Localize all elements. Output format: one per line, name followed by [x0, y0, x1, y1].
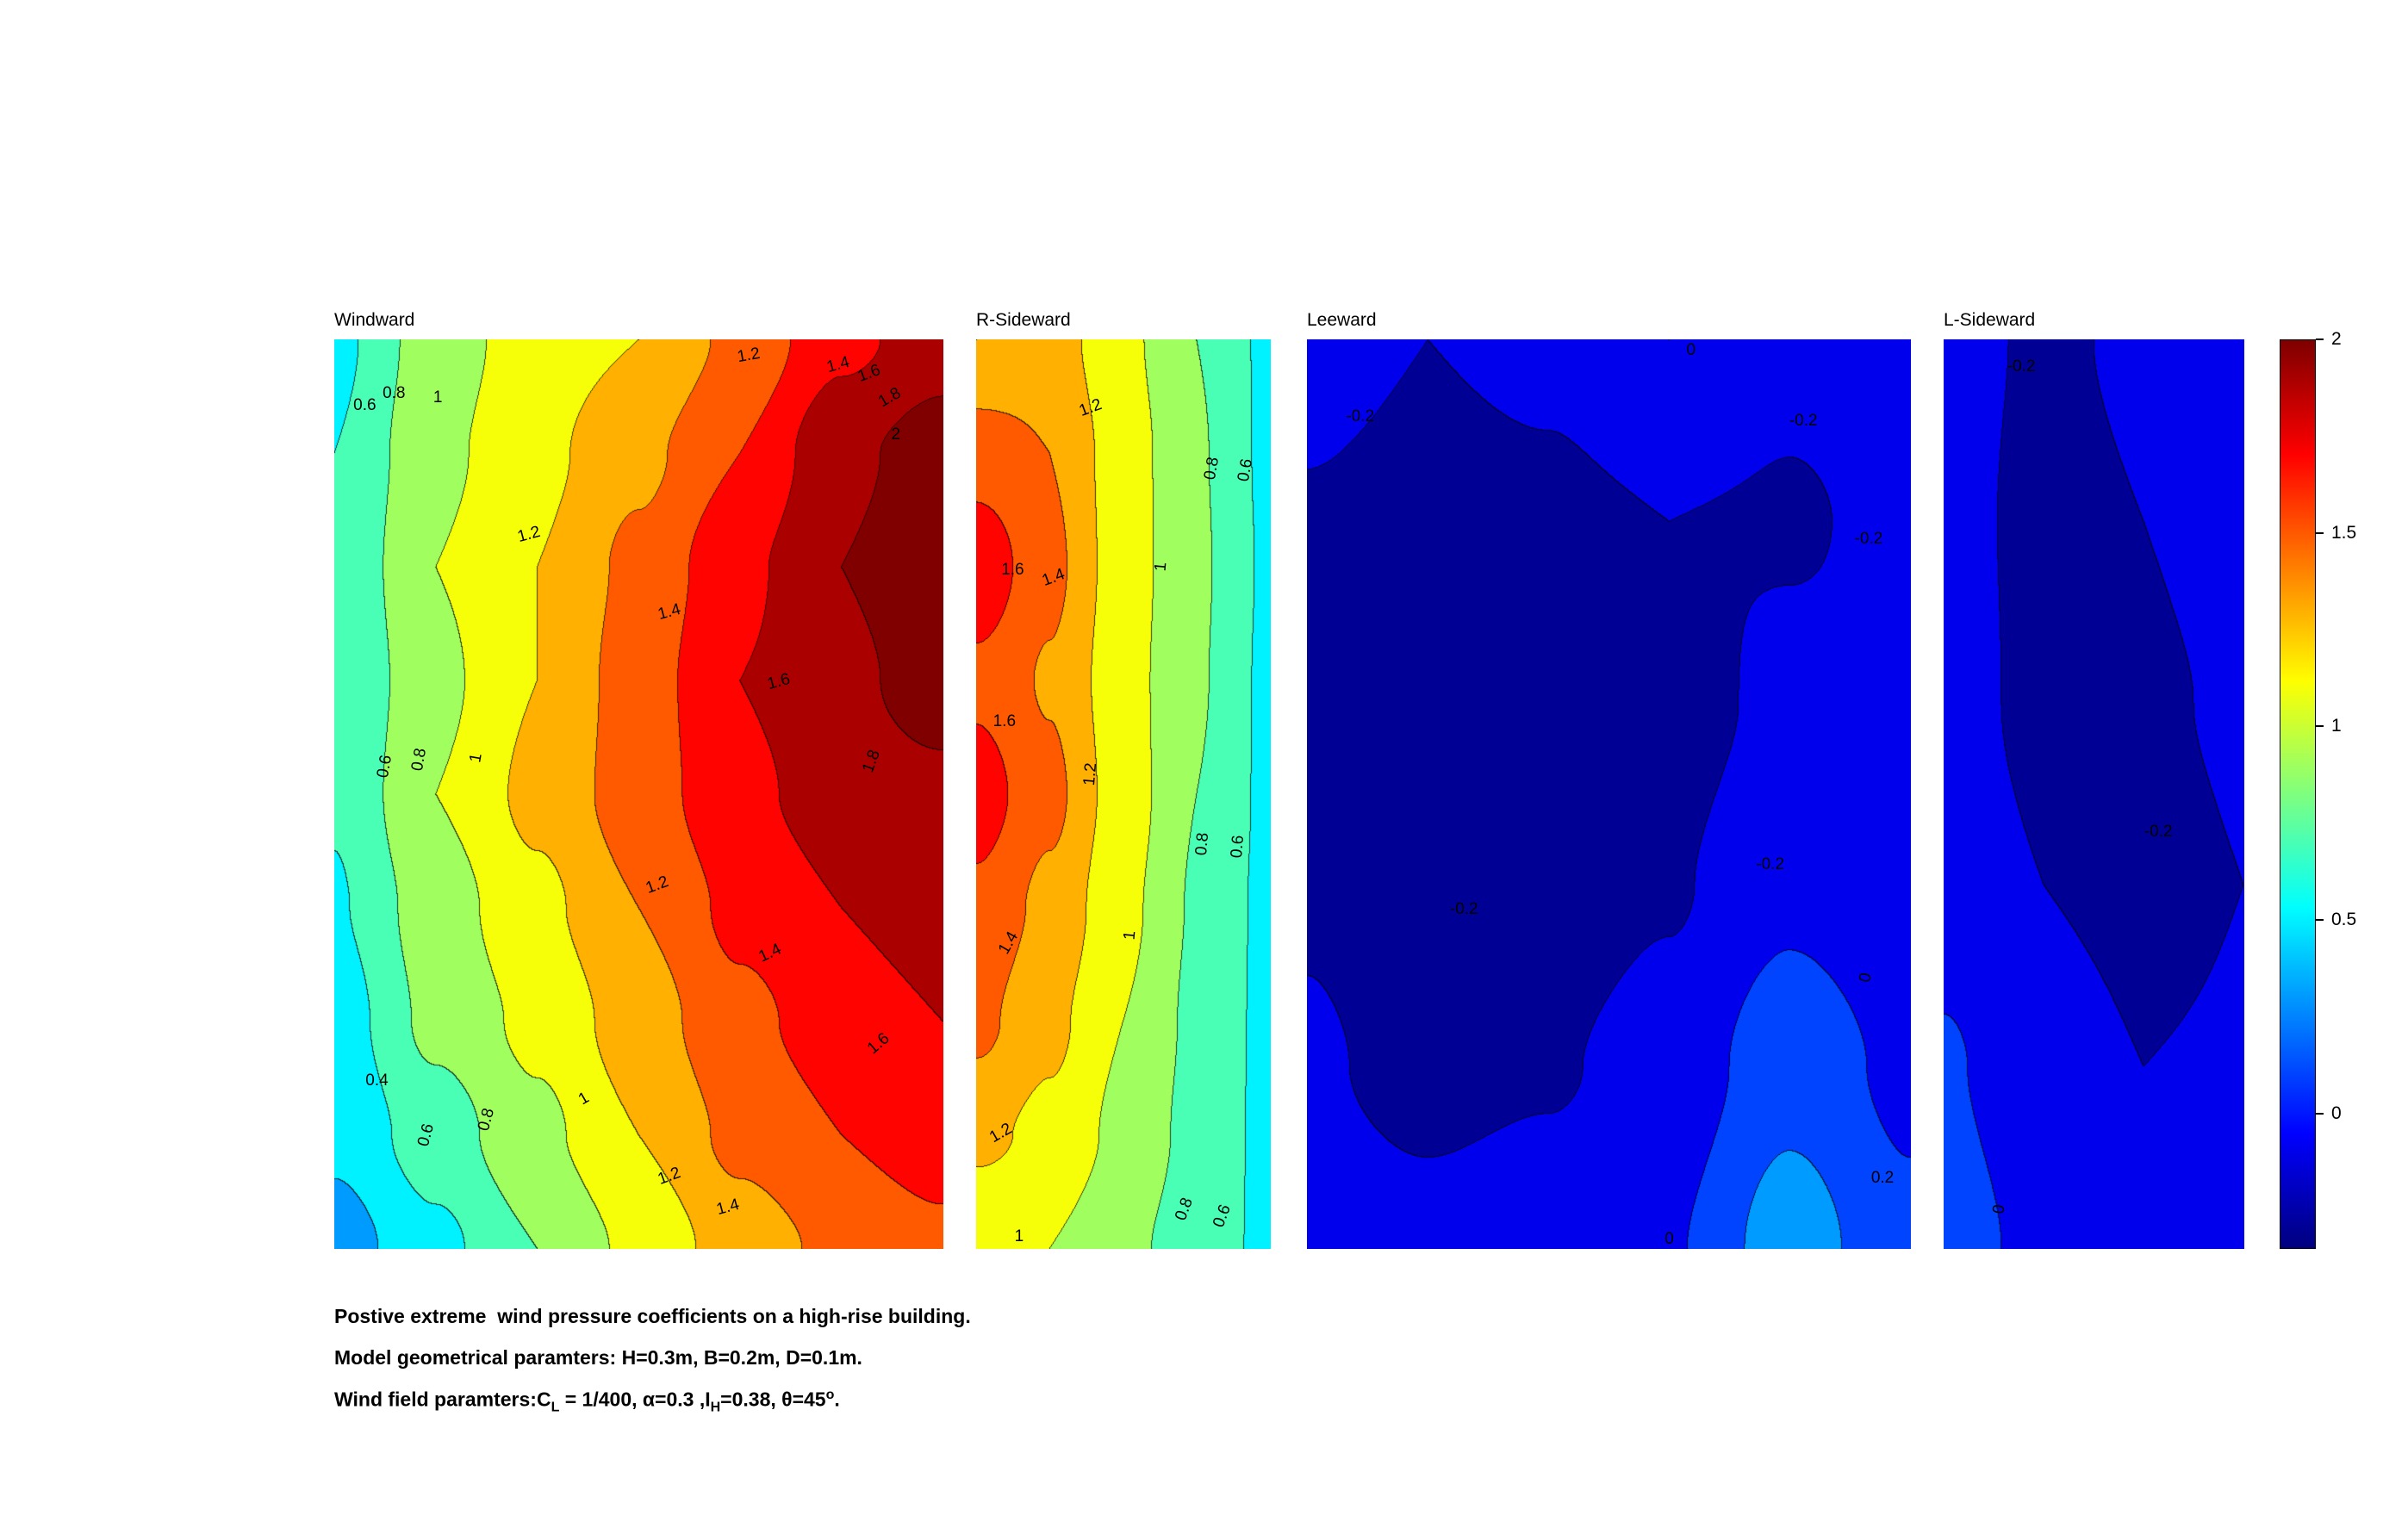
caption-line-3-end: . [834, 1388, 840, 1411]
contour-label: 2 [891, 425, 901, 444]
contour-label: 1 [1152, 561, 1171, 573]
colorbar-tick-mark [2316, 725, 2324, 728]
contour-label: 1.4 [995, 929, 1023, 958]
caption-line-3-mid1: = 1/400, α=0.3 ,I [559, 1388, 711, 1411]
contour-label: 1.4 [656, 599, 683, 624]
caption-line-3-mid2: =0.38, θ=45 [720, 1388, 826, 1411]
contour-label: 0.6 [1227, 835, 1248, 860]
contour-label: 1.4 [1040, 564, 1068, 590]
contour-label: 0.2 [1870, 1168, 1895, 1187]
contour-label: 1 [466, 751, 487, 764]
colorbar: 2 1.5 1 0.5 0 [2280, 329, 2356, 1249]
leeward-contour-labels: 0 -0.2 -0.2 -0.2 -0.2 -0.2 0 0.2 0 [1307, 339, 1911, 1249]
contour-label: 0.8 [408, 746, 431, 773]
contour-label: 0.8 [1172, 1195, 1198, 1223]
contour-label: 1.2 [986, 1119, 1016, 1147]
panel-r-sideward: R-Sideward 1.2 0.8 0.6 1 1.6 1.4 1.6 1.2 0.8 0.6 1… [976, 310, 1271, 1249]
contour-label: 1.8 [859, 747, 885, 775]
contour-label: 0.6 [1210, 1202, 1235, 1230]
contour-label: 0.4 [365, 1071, 389, 1090]
contour-label: 0.6 [374, 754, 396, 780]
contour-label: 1.4 [755, 940, 784, 966]
caption-line-3: Wind field paramters:CL = 1/400, α=0.3 ,… [334, 1388, 840, 1415]
panel-leeward: Leeward 0 -0.2 -0.2 -0.2 -0.2 -0.2 0 0.2 0 [1307, 310, 1911, 1249]
caption-line-3-prefix: Wind field paramters:C [334, 1388, 551, 1411]
colorbar-ticks: 2 1.5 1 0.5 0 [2280, 329, 2356, 1249]
contour-label: -0.2 [1789, 412, 1818, 431]
colorbar-tick-mark [2316, 919, 2324, 922]
caption-line-1: Postive extreme wind pressure coefficien… [334, 1305, 971, 1327]
panel-title-r-sideward: R-Sideward [976, 310, 1071, 330]
contour-label: 0 [1856, 972, 1876, 985]
contour-label: 0 [1686, 340, 1696, 359]
contour-label: 0 [1664, 1230, 1674, 1249]
contour-label: 1.4 [714, 1196, 742, 1220]
contour-label: 1.6 [855, 361, 883, 387]
contour-label: -0.2 [1756, 855, 1785, 874]
contour-label: 1 [432, 388, 443, 407]
contour-label: 1.6 [765, 670, 793, 694]
caption-sup-deg: o [825, 1388, 835, 1402]
colorbar-tick-mark [2316, 1112, 2324, 1115]
contour-label: 0.6 [353, 396, 376, 415]
caption-sub-L: L [551, 1400, 560, 1415]
contour-label: 1.8 [875, 383, 905, 411]
contour-label: 0.8 [1200, 456, 1223, 481]
windward-contour-labels: 0.6 0.8 1 1.2 1.4 1.6 1.8 2 1.2 1.4 1.6 1.8 0.6 0.8 1 1… [334, 339, 943, 1249]
panel-title-windward: Windward [334, 310, 415, 330]
colorbar-tick-label: 1.5 [2331, 522, 2357, 543]
contour-label: 1.2 [643, 872, 671, 898]
l-sideward-contour-labels: -0.2 -0.2 0 [1944, 339, 2244, 1249]
contour-label: 1.6 [992, 711, 1017, 730]
colorbar-tick-label: 1 [2331, 716, 2342, 736]
caption-line-2: Model geometrical paramters: H=0.3m, B=0… [334, 1346, 862, 1369]
windward-contour-canvas [334, 339, 943, 1249]
contour-label: 1.4 [824, 352, 852, 376]
contour-label: 0.8 [383, 384, 406, 403]
leeward-contour-canvas [1307, 339, 1911, 1249]
contour-label: 1 [575, 1088, 593, 1109]
contour-label: -0.2 [2144, 823, 2173, 842]
contour-label: -0.2 [1854, 530, 1883, 549]
panel-title-leeward: Leeward [1307, 310, 1377, 330]
colorbar-tick-mark [2316, 339, 2324, 340]
contour-label: 1 [1014, 1227, 1024, 1246]
panel-windward: Windward 0.6 0.8 1 1.2 1.4 1.6 1.8 2 1.2 1.4 1.6 1.… [334, 310, 943, 1249]
contour-label: -0.2 [2007, 357, 2036, 376]
panel-title-l-sideward: L-Sideward [1944, 310, 2036, 330]
contour-label: 1.6 [863, 1029, 893, 1059]
panel-l-sideward: L-Sideward -0.2 -0.2 0 [1944, 310, 2244, 1249]
l-sideward-contour-canvas [1944, 339, 2244, 1249]
contour-label: 1.2 [1080, 761, 1100, 786]
contour-label: 0.6 [1234, 457, 1257, 483]
contour-label: 1.2 [515, 522, 543, 547]
caption-sub-H: H [710, 1400, 721, 1415]
colorbar-gradient [2280, 339, 2316, 1249]
contour-label: 0.8 [474, 1106, 498, 1134]
colorbar-tick-label: 2 [2331, 329, 2342, 349]
r-sideward-contour-canvas [976, 339, 1271, 1249]
r-sideward-contour-labels: 1.2 0.8 0.6 1 1.6 1.4 1.6 1.2 0.8 0.6 1.4 1 1.2 0.8 0.… [976, 339, 1271, 1249]
colorbar-tick-mark [2316, 531, 2324, 534]
contour-label: 1.2 [1077, 395, 1105, 421]
colorbar-tick-label: 0 [2331, 1103, 2342, 1123]
contour-label: -0.2 [1346, 407, 1375, 425]
contour-label: 0 [1989, 1202, 2010, 1215]
contour-label: 0.8 [1192, 831, 1213, 857]
contour-label: 1.2 [735, 344, 762, 367]
contour-label: 1.2 [655, 1163, 683, 1189]
contour-label: 1.6 [1001, 561, 1024, 580]
colorbar-tick-label: 0.5 [2331, 910, 2357, 930]
contour-label: 0.6 [414, 1121, 439, 1149]
contour-label: -0.2 [1449, 900, 1478, 919]
contour-label: 1 [1120, 929, 1139, 941]
